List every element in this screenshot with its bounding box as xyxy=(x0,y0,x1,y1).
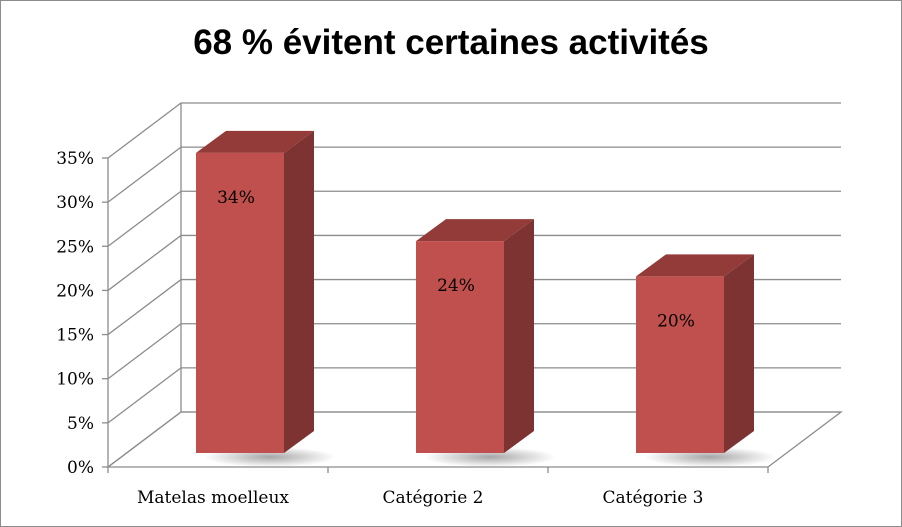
bar-side xyxy=(284,130,314,454)
data-label: 34% xyxy=(217,188,255,208)
y-tick-label: 20% xyxy=(56,281,94,301)
bar xyxy=(196,130,336,467)
y-tick-label: 25% xyxy=(56,237,94,257)
bar xyxy=(636,254,776,467)
y-tick-label: 5% xyxy=(67,414,94,434)
y-tick-label: 35% xyxy=(56,149,94,169)
bar-side xyxy=(724,254,754,453)
x-tick-label: Matelas moelleux xyxy=(137,488,289,508)
bar-top xyxy=(636,254,754,277)
bar xyxy=(416,219,556,467)
bar-front xyxy=(416,241,504,453)
x-tick-label: Catégorie 3 xyxy=(603,488,704,508)
bar-front xyxy=(196,152,284,454)
y-tick-label: 30% xyxy=(56,193,94,213)
bar-top xyxy=(196,130,314,153)
bar-front xyxy=(636,276,724,453)
chart-title: 68 % évitent certaines activités xyxy=(193,23,709,62)
data-label: 20% xyxy=(657,311,695,331)
x-tick-label: Catégorie 2 xyxy=(383,488,484,508)
y-tick-label: 15% xyxy=(56,326,94,346)
data-label: 24% xyxy=(437,276,475,296)
bar-side xyxy=(504,219,534,453)
y-tick-label: 0% xyxy=(67,458,94,478)
y-tick-label: 10% xyxy=(56,370,94,390)
bar-top xyxy=(416,219,534,242)
